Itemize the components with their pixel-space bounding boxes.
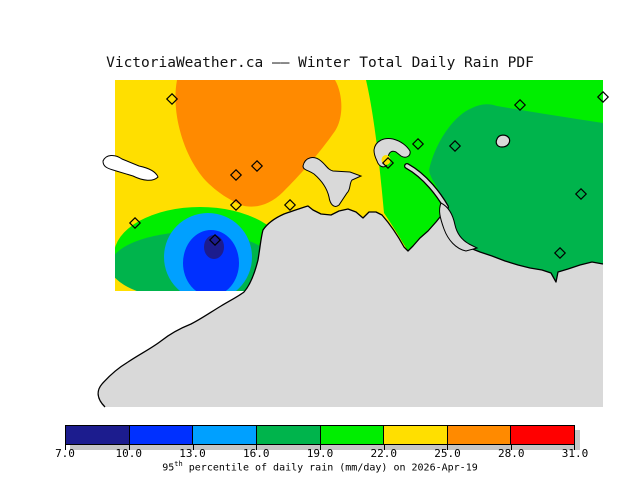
colorbar-tick-line xyxy=(511,445,512,450)
station-markers xyxy=(128,90,610,260)
colorbar-tick-line xyxy=(65,445,66,450)
station-diamond xyxy=(250,159,264,173)
colorbar-tick-label: 31.0 xyxy=(561,447,589,460)
colorbar-tick-label: 22.0 xyxy=(370,447,398,460)
station-diamond xyxy=(128,216,142,230)
colorbar-tick-label: 13.0 xyxy=(179,447,206,460)
colorbar-tick-label: 28.0 xyxy=(498,447,525,460)
colorbar-tick-line xyxy=(256,445,257,450)
region-east-seagreen xyxy=(429,104,603,282)
region-ring-blue xyxy=(183,230,239,291)
colorbar-tick-label: 10.0 xyxy=(115,447,143,460)
colorbar-segment-25-28 xyxy=(447,426,512,444)
station-diamond xyxy=(229,198,243,212)
caption-superscript: th xyxy=(174,460,183,468)
caption-start: 95 xyxy=(162,462,175,474)
colorbar-tick-label: 7.0 xyxy=(55,447,75,460)
colorbar-tick-line xyxy=(574,445,575,450)
harbour-wing xyxy=(302,157,363,207)
colorbar-swatches xyxy=(65,425,575,445)
station-diamond xyxy=(411,137,425,151)
colorbar-labels: 7.0 10.0 13.0 16.0 19.0 22.0 25.0 28.0 3… xyxy=(55,447,588,460)
colorbar-segment-16-19 xyxy=(256,426,321,444)
colorbar-segment-28-31 xyxy=(511,426,574,444)
station-diamond xyxy=(596,90,610,104)
bay-inlet xyxy=(439,202,479,252)
region-minimum-navy xyxy=(204,235,224,259)
colorbar-tick-line xyxy=(447,445,448,450)
colorbar-segment-10-13 xyxy=(129,426,194,444)
station-diamond xyxy=(513,98,527,112)
sea-mask xyxy=(98,206,604,407)
station-diamond xyxy=(574,187,588,201)
caption-end: percentile of daily rain (mm/day) on 202… xyxy=(182,462,478,474)
map-title: VictoriaWeather.ca —— Winter Total Daily… xyxy=(106,55,534,71)
map-canvas xyxy=(97,80,610,408)
station-diamond xyxy=(229,168,243,182)
small-island xyxy=(495,134,511,148)
station-diamond xyxy=(381,156,395,170)
colorbar-tick-label: 19.0 xyxy=(306,447,334,460)
colorbar-segment-7-10 xyxy=(66,426,130,444)
colorbar-segment-13-16 xyxy=(193,426,257,444)
region-orange-maximum xyxy=(175,80,342,207)
lake-outline xyxy=(102,155,159,181)
station-diamond xyxy=(283,198,297,212)
colorbar-tick-line xyxy=(193,445,194,450)
colorbar-tick-line xyxy=(320,445,321,450)
station-diamond xyxy=(165,92,179,106)
channel-water xyxy=(405,164,448,209)
coastline xyxy=(97,205,604,408)
colorbar-caption: 95th percentile of daily rain (mm/day) o… xyxy=(0,460,640,473)
colorbar-segment-19-22 xyxy=(320,426,385,444)
station-diamond xyxy=(208,233,222,247)
colorbar xyxy=(65,425,580,450)
station-diamond xyxy=(553,246,567,260)
colorbar-tick-line xyxy=(384,445,385,450)
colorbar-tick-label: 16.0 xyxy=(243,447,270,460)
colorbar-tick-line xyxy=(129,445,130,450)
colorbar-segment-22-25 xyxy=(384,426,448,444)
station-diamond xyxy=(448,139,462,153)
colorbar-tick-label: 25.0 xyxy=(434,447,461,460)
